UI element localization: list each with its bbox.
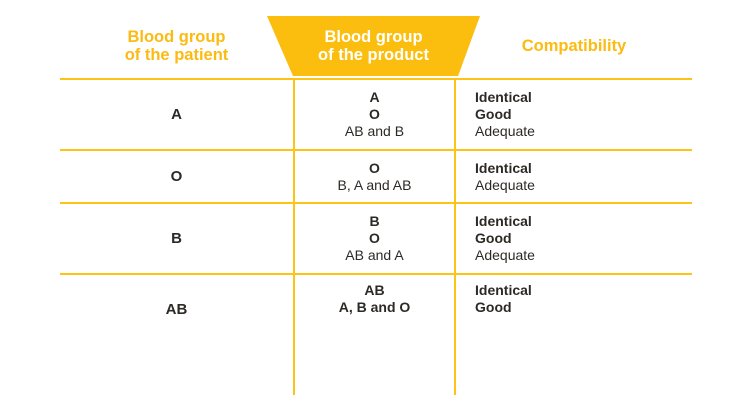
product-line: A, B and O [338,299,411,315]
table-row: AB AB A, B and O Identical Good [60,273,692,395]
table-row: O O B, A and AB Identical Adequate [60,149,692,202]
patient-blood-group: A [171,106,182,123]
compatibility-line: Good [475,230,512,246]
product-line: AB [364,282,385,298]
patient-cell: B [60,204,293,273]
product-line: A [369,89,380,105]
compatibility-line: Identical [475,213,532,229]
compatibility-cell: Identical Adequate [456,151,692,202]
product-cell: AB A, B and O [293,275,456,395]
patient-cell: A [60,80,293,149]
product-cell: O B, A and AB [293,151,456,202]
patient-cell: O [60,151,293,202]
table-row: A A O AB and B Identical Good Adequate [60,78,692,149]
product-line: AB and A [345,247,404,263]
compatibility-line: Identical [475,89,532,105]
product-cell: B O AB and A [293,204,456,273]
product-line: O [369,230,380,246]
product-line: O [369,106,380,122]
compatibility-line: Adequate [475,123,535,139]
compatibility-line: Adequate [475,247,535,263]
product-line: O [369,159,380,176]
table-body: A A O AB and B Identical Good Adequate O O B, A a… [60,78,692,395]
column-header-product: Blood group of the product [318,28,429,64]
compatibility-line: Identical [475,159,532,176]
compatibility-cell: Identical Good Adequate [456,80,692,149]
product-cell: A O AB and B [293,80,456,149]
product-line: B, A and AB [337,176,412,193]
table-row: B B O AB and A Identical Good Adequate [60,202,692,273]
compatibility-line: Good [475,299,512,315]
product-line: B [369,213,380,229]
patient-blood-group: AB [165,301,188,318]
column-header-compatibility: Compatibility [521,36,627,55]
column-header-patient: Blood group of the patient [124,28,229,64]
compatibility-line: Good [475,106,512,122]
patient-blood-group: O [170,168,183,185]
compatibility-line: Identical [475,282,532,298]
patient-blood-group: B [171,230,182,247]
compatibility-line: Adequate [475,176,535,193]
product-line: AB and B [344,123,405,139]
table-header-row: Blood group of the patient Blood group o… [60,16,692,78]
compatibility-cell: Identical Good [456,275,692,395]
patient-cell: AB [60,275,293,395]
product-header-funnel-banner: Blood group of the product [267,16,480,76]
compatibility-cell: Identical Good Adequate [456,204,692,273]
